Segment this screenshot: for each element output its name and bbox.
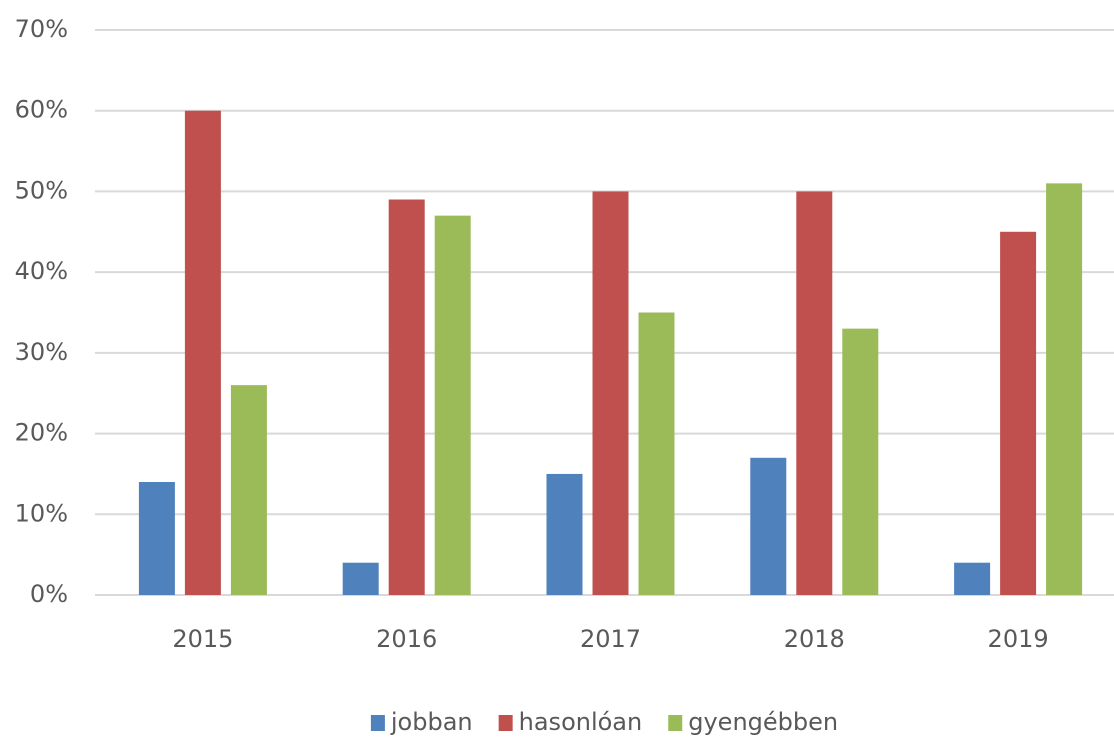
- y-tick-label: 30%: [15, 338, 68, 366]
- x-tick-label: 2018: [784, 625, 845, 653]
- bar: [342, 562, 379, 595]
- legend-swatch: [668, 715, 683, 731]
- bar: [592, 191, 629, 595]
- y-tick-label: 70%: [15, 15, 68, 43]
- x-tick-label: 2017: [580, 625, 641, 653]
- x-tick-label: 2016: [376, 625, 437, 653]
- x-tick-label: 2015: [172, 625, 233, 653]
- bar: [842, 328, 879, 595]
- legend-swatch: [498, 715, 513, 731]
- y-tick-label: 10%: [15, 499, 68, 527]
- y-tick-label: 50%: [15, 176, 68, 204]
- legend-label: hasonlóan: [519, 708, 643, 736]
- bar: [1000, 231, 1037, 596]
- bar: [1046, 183, 1083, 595]
- bar: [638, 312, 675, 595]
- bar: [954, 562, 991, 595]
- legend-swatch: [370, 715, 385, 731]
- bar: [750, 457, 787, 595]
- y-tick-label: 0%: [30, 580, 68, 608]
- bar: [138, 482, 175, 595]
- bar: [796, 191, 833, 595]
- bar: [388, 199, 425, 595]
- y-tick-label: 40%: [15, 257, 68, 285]
- legend-label: gyengébben: [688, 708, 838, 736]
- bar: [546, 473, 583, 595]
- y-tick-label: 60%: [15, 96, 68, 124]
- x-tick-label: 2019: [988, 625, 1049, 653]
- bar: [184, 110, 221, 595]
- bar: [230, 385, 267, 595]
- legend-label: jobban: [390, 708, 473, 736]
- y-tick-label: 20%: [15, 419, 68, 447]
- bar: [434, 215, 471, 595]
